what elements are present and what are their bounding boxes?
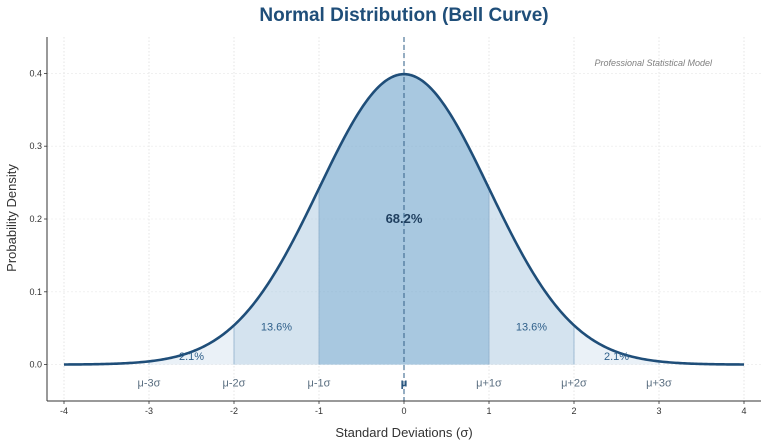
region-fill xyxy=(574,325,659,365)
x-tick-label: -4 xyxy=(60,406,68,416)
y-axis-label: Probability Density xyxy=(4,164,19,272)
y-tick-label: 0.0 xyxy=(29,360,42,370)
x-tick-label: 4 xyxy=(741,406,746,416)
x-tick-labels: -4 -3 -2 -1 0 1 2 3 4 xyxy=(60,401,747,416)
annotations: μ-3σ μ-2σ μ-1σ μ μ+1σ μ+2σ μ+3σ 68.2% 13.6% 13.6%… xyxy=(138,211,673,390)
x-tick-label: -2 xyxy=(230,406,238,416)
region-percent-label: 13.6% xyxy=(261,322,292,334)
sigma-label: μ+3σ xyxy=(646,378,672,390)
sigma-label: μ-3σ xyxy=(138,378,161,390)
y-tick-label: 0.3 xyxy=(29,141,42,151)
y-tick-labels: 0.0 0.1 0.2 0.3 0.4 xyxy=(29,68,47,370)
region-percent-label: 2.1% xyxy=(604,351,629,363)
y-tick-label: 0.2 xyxy=(29,214,42,224)
region-percent-label: 2.1% xyxy=(179,351,204,363)
x-tick-label: 3 xyxy=(656,406,661,416)
sigma-label: μ-2σ xyxy=(223,378,246,390)
x-axis-label: Standard Deviations (σ) xyxy=(335,425,472,440)
x-tick-label: 1 xyxy=(486,406,491,416)
density-curve xyxy=(63,72,745,366)
y-tick-label: 0.4 xyxy=(29,68,42,78)
sigma-label: μ-1σ xyxy=(308,378,331,390)
model-annotation: Professional Statistical Model xyxy=(594,58,713,68)
x-tick-label: 0 xyxy=(401,406,406,416)
y-tick-label: 0.1 xyxy=(29,287,42,297)
region-fill xyxy=(319,74,489,365)
sigma-label: μ+2σ xyxy=(561,378,587,390)
reference-lines xyxy=(148,37,660,401)
sigma-label: μ xyxy=(401,378,408,390)
region-fill xyxy=(149,325,234,365)
region-percent-label: 13.6% xyxy=(516,322,547,334)
region-percent-label: 68.2% xyxy=(386,211,423,226)
sigma-label: μ+1σ xyxy=(476,378,502,390)
x-tick-label: -3 xyxy=(145,406,153,416)
x-tick-label: 2 xyxy=(571,406,576,416)
x-tick-label: -1 xyxy=(315,406,323,416)
chart-title: Normal Distribution (Bell Curve) xyxy=(259,5,548,26)
